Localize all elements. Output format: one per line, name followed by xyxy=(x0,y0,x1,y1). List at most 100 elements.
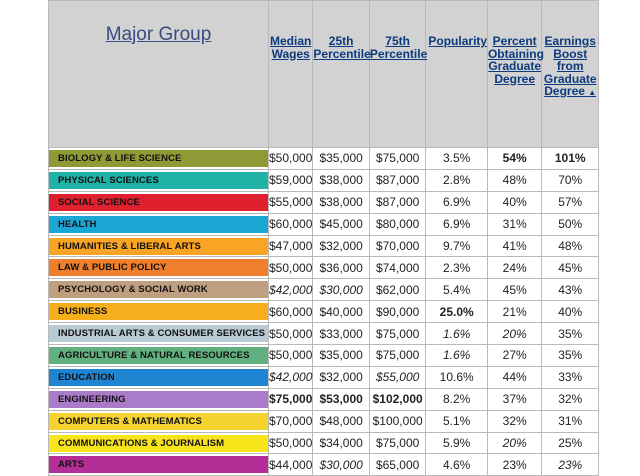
median-cell: $55,000 xyxy=(267,190,314,214)
column-header-major-group[interactable]: Major Group xyxy=(48,0,269,148)
major-group-label: ENGINEERING xyxy=(49,390,268,408)
median-cell: $50,000 xyxy=(267,147,314,170)
popularity-cell: 6.9% xyxy=(425,190,488,214)
boost-cell: 101% xyxy=(541,147,599,170)
boost-cell: 23% xyxy=(541,453,599,476)
table-row: ENGINEERING $75,000 $53,000 $102,000 8.2% 37%… xyxy=(48,387,599,411)
major-group-label: HEALTH xyxy=(49,215,268,233)
popularity-cell: 2.3% xyxy=(425,256,488,280)
major-group-cell: BUSINESS xyxy=(48,300,269,324)
popularity-cell: 25.0% xyxy=(425,300,488,324)
major-group-cell: ENGINEERING xyxy=(48,387,269,411)
column-header-popularity[interactable]: Popularity xyxy=(425,0,488,148)
grad-cell: 45% xyxy=(486,278,543,302)
boost-cell: 50% xyxy=(541,212,599,236)
table-row: COMPUTERS & MATHEMATICS $70,000 $48,000 $10… xyxy=(48,409,599,433)
p75-cell: $62,000 xyxy=(368,278,427,302)
grad-cell: 20% xyxy=(486,431,543,455)
major-group-cell: LAW & PUBLIC POLICY xyxy=(48,256,269,280)
median-cell: $44,000 xyxy=(267,453,314,476)
boost-cell: 35% xyxy=(541,322,599,346)
major-group-cell: COMPUTERS & MATHEMATICS xyxy=(48,409,269,433)
grad-cell: 44% xyxy=(486,365,543,389)
table-row: LAW & PUBLIC POLICY $50,000 $36,000 $74,000… xyxy=(48,256,599,280)
grad-cell: 31% xyxy=(486,212,543,236)
p75-cell: $74,000 xyxy=(368,256,427,280)
p25-cell: $45,000 xyxy=(312,212,370,236)
boost-cell: 25% xyxy=(541,431,599,455)
major-group-label: Major Group xyxy=(105,24,212,45)
grad-cell: 54% xyxy=(486,147,543,170)
major-group-label: PSYCHOLOGY & SOCIAL WORK xyxy=(49,281,268,299)
grad-cell: 32% xyxy=(486,409,543,433)
major-group-label: BUSINESS xyxy=(49,303,268,321)
major-group-table: Major Group Median Wages 25th Percentile 7… xyxy=(48,0,599,476)
table-body: BIOLOGY & LIFE SCIENCE $50,000 $35,000 $75,… xyxy=(48,147,599,476)
popularity-cell: 1.6% xyxy=(425,322,488,346)
table-row: BIOLOGY & LIFE SCIENCE $50,000 $35,000 $75,… xyxy=(48,147,599,170)
boost-cell: 57% xyxy=(541,190,599,214)
p75-cell: $100,000 xyxy=(368,409,427,433)
p75-cell: $75,000 xyxy=(368,147,427,170)
p75-cell: $65,000 xyxy=(368,453,427,476)
p75-cell: $55,000 xyxy=(368,365,427,389)
p25-cell: $32,000 xyxy=(312,365,370,389)
column-header-75th-percentile[interactable]: 75th Percentile xyxy=(368,0,427,148)
major-group-cell: EDUCATION xyxy=(48,365,269,389)
grad-cell: 20% xyxy=(486,322,543,346)
boost-cell: 70% xyxy=(541,168,599,192)
popularity-cell: 8.2% xyxy=(425,387,488,411)
major-group-label: AGRICULTURE & NATURAL RESOURCES xyxy=(49,346,268,364)
header-row: Major Group Median Wages 25th Percentile 7… xyxy=(48,0,599,148)
popularity-cell: 3.5% xyxy=(425,147,488,170)
boost-cell: 43% xyxy=(541,278,599,302)
major-group-label: HUMANITIES & LIBERAL ARTS xyxy=(49,237,268,255)
table-row: BUSINESS $60,000 $40,000 $90,000 25.0% 21% 40% xyxy=(48,300,599,324)
median-cell: $60,000 xyxy=(267,300,314,324)
major-group-cell: ARTS xyxy=(48,453,269,476)
major-group-cell: PHYSICAL SCIENCES xyxy=(48,168,269,192)
column-header-percent-graduate[interactable]: Percent Obtaining Graduate Degree xyxy=(486,0,544,148)
p25-cell: $35,000 xyxy=(312,147,370,170)
table-row: PSYCHOLOGY & SOCIAL WORK $42,000 $30,000 $6… xyxy=(48,278,599,302)
major-group-label: LAW & PUBLIC POLICY xyxy=(49,259,268,277)
major-group-label: SOCIAL SCIENCE xyxy=(49,193,268,211)
median-cell: $50,000 xyxy=(267,322,314,346)
p25-cell: $35,000 xyxy=(312,344,370,367)
table-row: INDUSTRIAL ARTS & CONSUMER SERVICES $50,0… xyxy=(48,322,599,346)
table-row: SOCIAL SCIENCE $55,000 $38,000 $87,000 6.9% 4… xyxy=(48,190,599,214)
median-cell: $70,000 xyxy=(267,409,314,433)
page: Major Group Median Wages 25th Percentile 7… xyxy=(48,0,599,476)
popularity-cell: 2.8% xyxy=(425,168,488,192)
popularity-cell: 6.9% xyxy=(425,212,488,236)
major-group-cell: AGRICULTURE & NATURAL RESOURCES xyxy=(48,344,269,367)
column-header-25th-percentile[interactable]: 25th Percentile xyxy=(312,0,371,148)
popularity-cell: 5.4% xyxy=(425,278,488,302)
p25-cell: $34,000 xyxy=(312,431,370,455)
column-header-earnings-boost[interactable]: Earnings Boost from Graduate Degree ▲ xyxy=(541,0,599,148)
boost-cell: 33% xyxy=(541,365,599,389)
major-group-cell: HEALTH xyxy=(48,212,269,236)
major-group-label: BIOLOGY & LIFE SCIENCE xyxy=(49,149,268,167)
median-cell: $42,000 xyxy=(267,365,314,389)
grad-cell: 27% xyxy=(486,344,543,367)
p25-cell: $48,000 xyxy=(312,409,370,433)
median-cell: $50,000 xyxy=(267,344,314,367)
p25-cell: $38,000 xyxy=(312,190,370,214)
p75-cell: $87,000 xyxy=(368,190,427,214)
column-header-median-wages[interactable]: Median Wages xyxy=(267,0,314,148)
major-group-cell: BIOLOGY & LIFE SCIENCE xyxy=(48,147,269,170)
median-cell: $59,000 xyxy=(267,168,314,192)
popularity-cell: 1.6% xyxy=(425,344,488,367)
median-cell: $42,000 xyxy=(267,278,314,302)
median-cell: $50,000 xyxy=(267,256,314,280)
p25-cell: $33,000 xyxy=(312,322,370,346)
grad-cell: 21% xyxy=(486,300,543,324)
boost-cell: 40% xyxy=(541,300,599,324)
major-group-label: COMMUNICATIONS & JOURNALISM xyxy=(49,434,268,452)
p75-cell: $75,000 xyxy=(368,431,427,455)
table-row: PHYSICAL SCIENCES $59,000 $38,000 $87,000 2.… xyxy=(48,168,599,192)
popularity-cell: 5.9% xyxy=(425,431,488,455)
p25-cell: $38,000 xyxy=(312,168,370,192)
p75-cell: $75,000 xyxy=(368,344,427,367)
